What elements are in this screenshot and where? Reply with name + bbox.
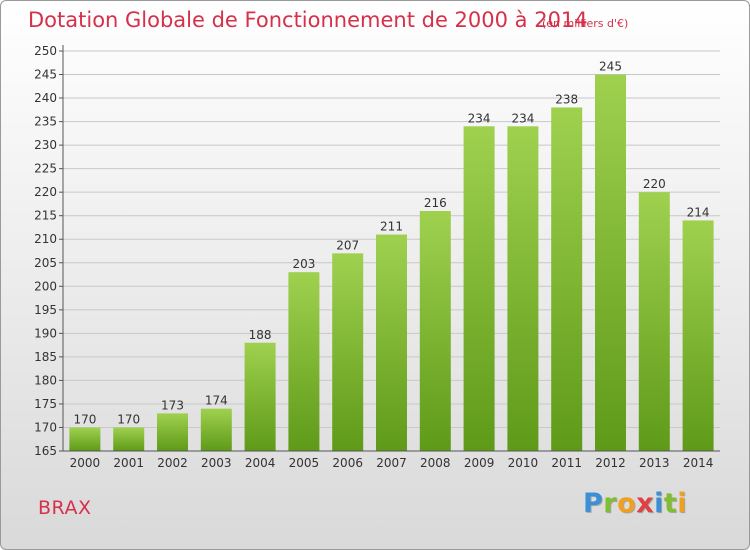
y-tick-label: 205 bbox=[34, 256, 57, 270]
y-tick-label: 210 bbox=[34, 232, 57, 246]
logo-letter: i bbox=[677, 488, 688, 519]
x-tick-label: 2002 bbox=[157, 456, 188, 470]
y-tick-label: 200 bbox=[34, 279, 57, 293]
logo-letter: P bbox=[583, 488, 604, 519]
y-tick-label: 190 bbox=[34, 326, 57, 340]
y-tick-label: 240 bbox=[34, 91, 57, 105]
x-tick-label: 2008 bbox=[420, 456, 451, 470]
place-name: BRAX bbox=[38, 497, 92, 519]
bar bbox=[419, 211, 451, 451]
data-label: 188 bbox=[249, 328, 272, 342]
y-tick-label: 235 bbox=[34, 115, 57, 129]
data-label: 214 bbox=[687, 205, 710, 219]
y-tick-label: 180 bbox=[34, 373, 57, 387]
bars bbox=[69, 74, 714, 452]
x-tick-label: 2007 bbox=[376, 456, 407, 470]
bar bbox=[376, 234, 407, 451]
x-tick-label: 2012 bbox=[595, 456, 626, 470]
logo-letter: i bbox=[654, 488, 664, 519]
bar bbox=[551, 107, 583, 452]
logo-letter: o bbox=[617, 488, 637, 519]
y-tick-label: 245 bbox=[34, 68, 57, 82]
x-tick-label: 2004 bbox=[245, 456, 276, 470]
logo-letter: t bbox=[663, 488, 678, 519]
data-label: 170 bbox=[117, 412, 140, 426]
y-tick-label: 230 bbox=[34, 138, 57, 152]
data-label: 245 bbox=[599, 60, 622, 74]
bar bbox=[200, 408, 232, 451]
y-tick-labels: 165 170 175 180 185 190 195 200 205 210 215 220 225 2… bbox=[34, 44, 57, 458]
y-tick-label: 215 bbox=[34, 209, 57, 223]
y-tick-label: 170 bbox=[34, 420, 57, 434]
data-label: 173 bbox=[161, 398, 184, 412]
data-label: 211 bbox=[380, 220, 403, 234]
axes bbox=[62, 45, 720, 452]
y-tick-label: 195 bbox=[34, 303, 57, 317]
x-tick-label: 2009 bbox=[464, 456, 495, 470]
bar bbox=[463, 126, 495, 451]
bar bbox=[595, 74, 626, 451]
bar bbox=[288, 272, 320, 451]
data-labels: 170 170 173 174 188 203 207 211 216 234 234 238 245 2… bbox=[73, 60, 709, 427]
x-tick-label: 2000 bbox=[70, 456, 101, 470]
chart-unit-note: (en milliers d'€) bbox=[542, 17, 629, 30]
bar bbox=[507, 126, 539, 451]
data-label: 174 bbox=[205, 394, 228, 408]
data-label: 170 bbox=[73, 412, 96, 426]
data-label: 238 bbox=[555, 92, 578, 106]
x-tick-label: 2003 bbox=[201, 456, 232, 470]
y-tick-label: 250 bbox=[34, 44, 57, 58]
x-tick-label: 2006 bbox=[332, 456, 363, 470]
bar bbox=[682, 220, 714, 451]
bar bbox=[157, 413, 188, 451]
y-tick-label: 165 bbox=[34, 444, 57, 458]
chart-title: Dotation Globale de Fonctionnement de 20… bbox=[28, 8, 588, 32]
logo-letter: r bbox=[603, 488, 618, 519]
y-tick-label: 220 bbox=[34, 185, 57, 199]
data-label: 207 bbox=[336, 238, 359, 252]
data-label: 203 bbox=[292, 257, 315, 271]
bar bbox=[332, 253, 364, 451]
bar bbox=[69, 427, 101, 451]
x-tick-label: 2010 bbox=[508, 456, 539, 470]
data-label: 234 bbox=[468, 111, 491, 125]
x-tick-label: 2005 bbox=[289, 456, 320, 470]
bar bbox=[113, 427, 145, 451]
x-tick-label: 2011 bbox=[551, 456, 582, 470]
proxiti-logo: Proxiti bbox=[583, 488, 687, 519]
bar bbox=[244, 342, 276, 451]
x-tick-label: 2014 bbox=[683, 456, 714, 470]
data-label: 220 bbox=[643, 177, 666, 191]
y-tick-label: 175 bbox=[34, 397, 57, 411]
x-tick-label: 2001 bbox=[113, 456, 144, 470]
data-label: 216 bbox=[424, 196, 447, 210]
logo-letter: x bbox=[636, 488, 655, 519]
y-tick-label: 185 bbox=[34, 350, 57, 364]
x-tick-labels: 2000 2001 2002 2003 2004 2005 2006 2007 2008 2009… bbox=[70, 456, 714, 470]
y-tick-label: 225 bbox=[34, 162, 57, 176]
bar bbox=[638, 192, 670, 452]
x-tick-label: 2013 bbox=[639, 456, 670, 470]
data-label: 234 bbox=[511, 111, 534, 125]
